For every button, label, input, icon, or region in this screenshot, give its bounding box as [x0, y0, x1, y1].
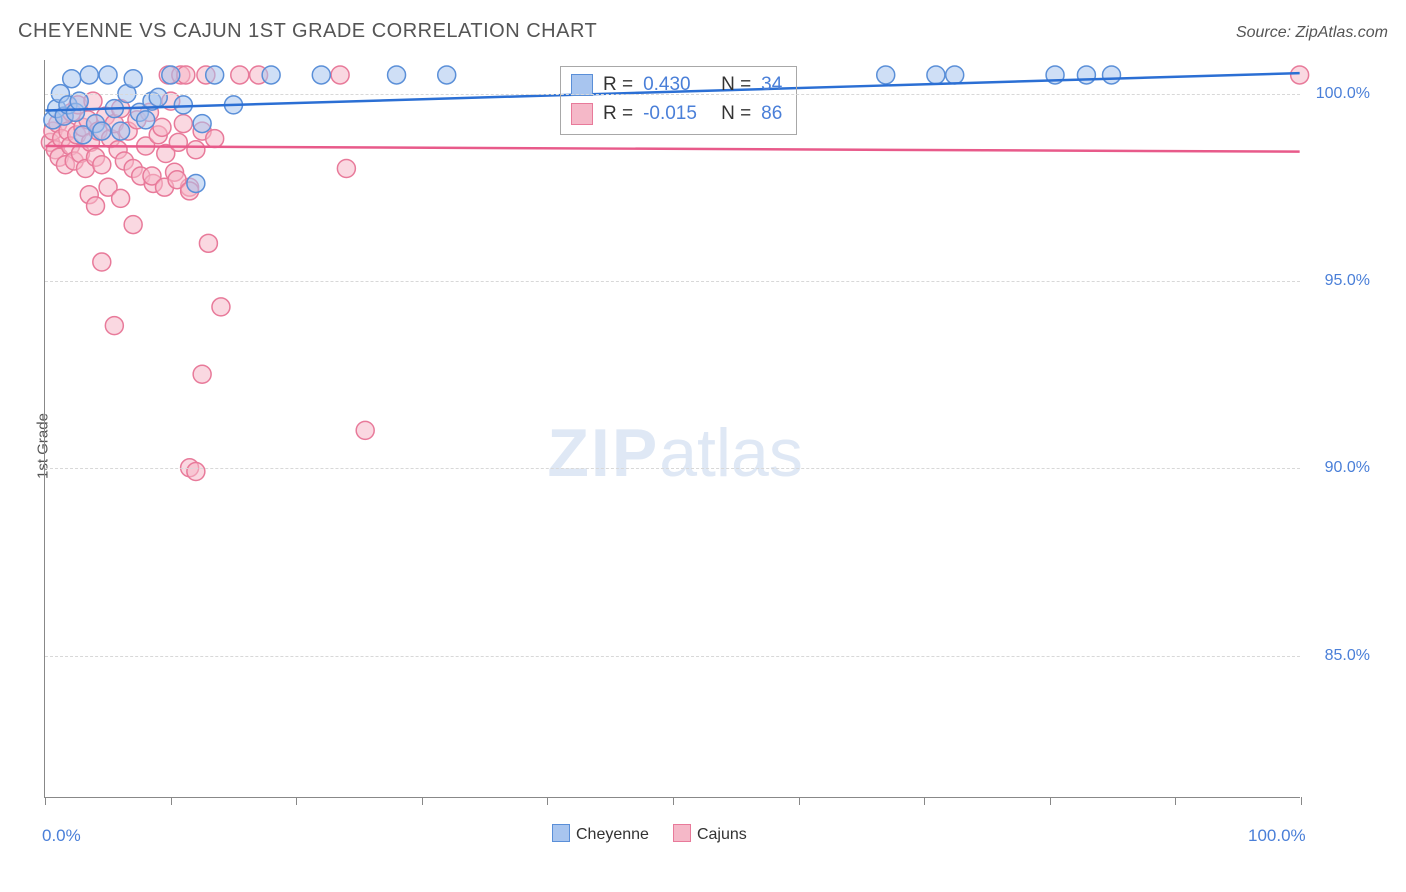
stats-legend-box: R = 0.430 N = 34 R = -0.015 N = 86	[560, 66, 797, 135]
stats-swatch-icon	[571, 103, 593, 125]
x-tick-mark	[45, 797, 46, 805]
stats-n-value: 86	[761, 100, 782, 129]
stats-row: R = 0.430 N = 34	[571, 71, 782, 100]
y-tick-label: 95.0%	[1310, 272, 1370, 290]
x-axis-max-label: 100.0%	[1248, 826, 1306, 846]
chart-header: CHEYENNE VS CAJUN 1ST GRADE CORRELATION …	[18, 20, 1388, 43]
x-axis-min-label: 0.0%	[42, 826, 81, 846]
plot-area: ZIPatlas R =0.430N =34R =-0.015N =86 85.…	[44, 60, 1300, 798]
x-tick-mark	[673, 797, 674, 805]
gridline	[45, 468, 1300, 469]
chart-title: CHEYENNE VS CAJUN 1ST GRADE CORRELATION …	[18, 20, 597, 43]
gridline	[45, 281, 1300, 282]
gridline	[45, 656, 1300, 657]
legend-swatch-icon	[673, 824, 691, 842]
chart-source: Source: ZipAtlas.com	[1236, 24, 1388, 42]
stats-n-label: N =	[721, 100, 751, 129]
x-tick-mark	[422, 797, 423, 805]
legend-item: Cajuns	[673, 824, 747, 844]
stats-n-label: N =	[721, 71, 751, 100]
stats-n-value: 34	[761, 71, 782, 100]
legend-item: Cheyenne	[552, 824, 649, 844]
x-tick-mark	[924, 797, 925, 805]
x-tick-mark	[171, 797, 172, 805]
y-tick-label: 85.0%	[1310, 647, 1370, 665]
legend-swatch-icon	[552, 824, 570, 842]
stats-r-label: R =	[603, 71, 633, 100]
x-tick-mark	[799, 797, 800, 805]
x-tick-mark	[296, 797, 297, 805]
stats-r-label: R =	[603, 100, 633, 129]
stats-r-value: 0.430	[643, 71, 711, 100]
x-tick-mark	[547, 797, 548, 805]
trend-lines-layer	[45, 60, 1300, 797]
y-tick-label: 100.0%	[1310, 85, 1370, 103]
legend-bottom: Cheyenne Cajuns	[552, 824, 747, 844]
x-tick-mark	[1050, 797, 1051, 805]
x-tick-mark	[1301, 797, 1302, 805]
x-tick-mark	[1175, 797, 1176, 805]
y-tick-label: 90.0%	[1310, 459, 1370, 477]
trend-line	[45, 146, 1299, 152]
gridline	[45, 94, 1300, 95]
stats-r-value: -0.015	[643, 100, 711, 129]
stats-row: R = -0.015 N = 86	[571, 100, 782, 129]
